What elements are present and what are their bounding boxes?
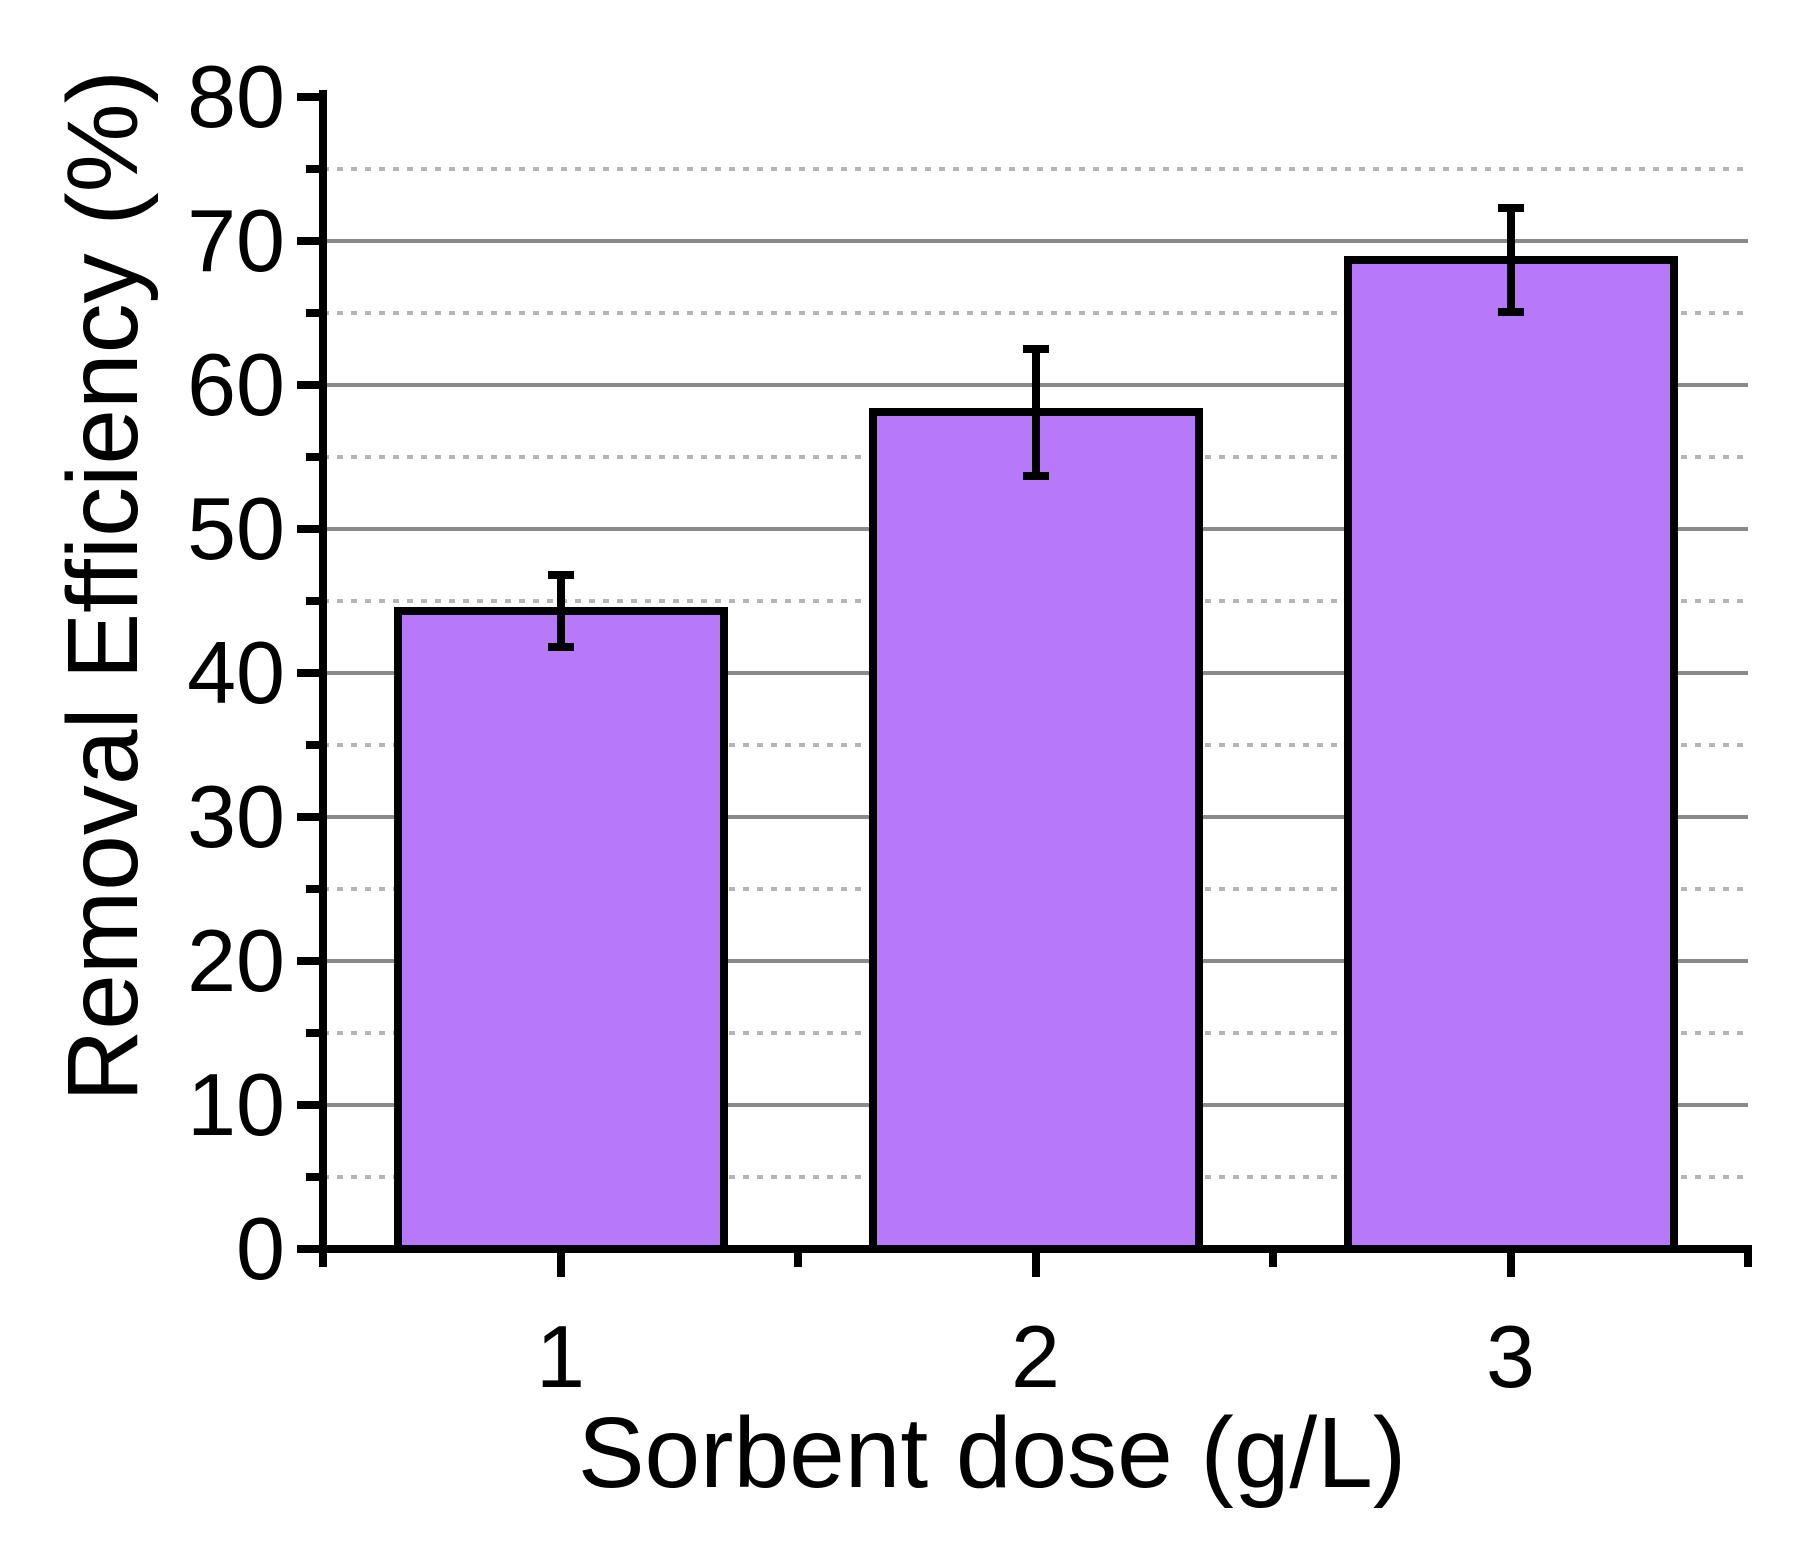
y-tick-major	[297, 525, 319, 533]
x-axis-line	[319, 1245, 1752, 1253]
y-tick-label: 0	[236, 1199, 285, 1298]
x-tick-minor	[1744, 1253, 1752, 1267]
y-tick-label: 40	[187, 623, 285, 722]
y-tick-major	[297, 93, 319, 101]
x-tick-minor	[319, 1253, 327, 1267]
y-tick-label: 70	[187, 191, 285, 290]
bar	[393, 607, 728, 1253]
x-tick-minor	[794, 1253, 802, 1267]
x-tick-major	[1506, 1253, 1515, 1277]
error-bar-cap	[1497, 307, 1524, 316]
bar	[1343, 255, 1678, 1253]
error-bar	[1031, 349, 1040, 476]
error-bar	[556, 575, 565, 648]
x-tick-minor	[1269, 1253, 1277, 1267]
y-tick-minor	[306, 741, 319, 749]
y-tick-major	[297, 1101, 319, 1109]
gridline-minor	[323, 311, 1748, 315]
y-axis-line	[319, 90, 327, 1253]
x-tick-label: 3	[1486, 1307, 1535, 1406]
error-bar-cap	[1022, 345, 1049, 353]
y-tick-label: 80	[187, 47, 285, 146]
y-tick-minor	[306, 597, 319, 605]
y-tick-major	[297, 381, 319, 389]
error-bar-cap	[547, 571, 574, 580]
y-tick-major	[297, 813, 319, 821]
y-axis-title: Removal Efficiency (%)	[47, 70, 159, 1102]
error-bar	[1506, 207, 1515, 312]
x-tick-major	[1031, 1253, 1040, 1277]
y-tick-label: 10	[187, 1055, 285, 1154]
x-tick-major	[556, 1253, 565, 1277]
error-bar-cap	[1022, 471, 1049, 480]
y-tick-minor	[306, 165, 319, 173]
y-tick-minor	[306, 453, 319, 461]
x-axis-title: Sorbent dose (g/L)	[577, 1397, 1407, 1509]
y-tick-label: 20	[187, 911, 285, 1010]
y-tick-label: 60	[187, 335, 285, 434]
y-tick-major	[297, 1245, 319, 1253]
error-bar-cap	[547, 643, 574, 652]
y-tick-major	[297, 237, 319, 245]
error-bar-cap	[1497, 203, 1524, 212]
y-tick-label: 50	[187, 479, 285, 578]
gridline-minor	[323, 167, 1748, 171]
y-tick-minor	[306, 309, 319, 317]
y-tick-minor	[306, 1173, 319, 1181]
bar	[868, 408, 1203, 1253]
y-tick-major	[297, 669, 319, 677]
gridline-major	[323, 239, 1748, 243]
y-tick-minor	[306, 885, 319, 893]
y-tick-minor	[306, 1029, 319, 1037]
y-tick-major	[297, 957, 319, 965]
x-tick-label: 2	[1011, 1307, 1060, 1406]
x-tick-label: 1	[536, 1307, 585, 1406]
y-tick-label: 30	[187, 767, 285, 866]
